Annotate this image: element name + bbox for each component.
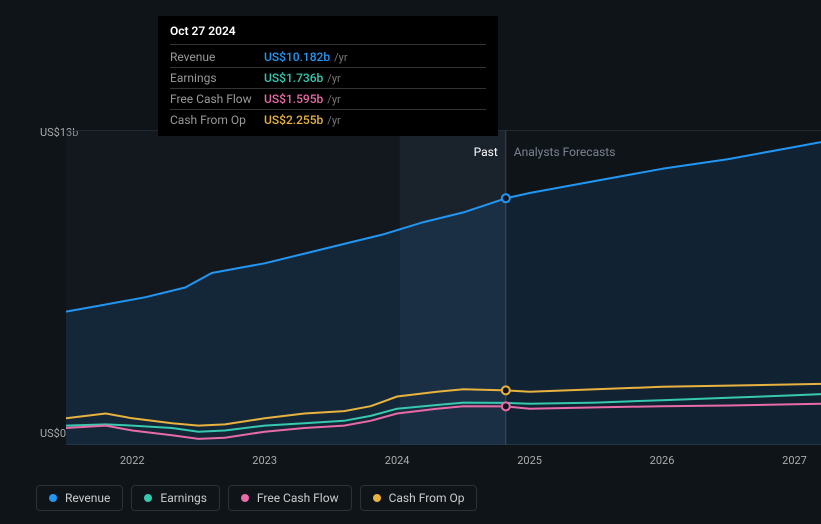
- tooltip-row-suffix: /yr: [334, 51, 347, 64]
- x-axis-year-label: 2027: [782, 454, 807, 467]
- hover-tooltip: Oct 27 2024 RevenueUS$10.182b/yrEarnings…: [158, 16, 498, 136]
- legend-item[interactable]: Revenue: [36, 485, 123, 511]
- tooltip-row-suffix: /yr: [327, 114, 340, 127]
- legend-dot-icon: [144, 494, 152, 502]
- legend-dot-icon: [49, 494, 57, 502]
- chart-container: Oct 27 2024 RevenueUS$10.182b/yrEarnings…: [18, 0, 821, 524]
- legend: Revenue Earnings Free Cash Flow Cash From O…: [36, 485, 477, 511]
- tooltip-date: Oct 27 2024: [170, 24, 486, 45]
- x-axis-year-label: 2024: [385, 454, 410, 467]
- tooltip-row-value: US$1.736b: [264, 71, 323, 85]
- tooltip-row-label: Earnings: [170, 71, 264, 85]
- legend-item[interactable]: Earnings: [131, 485, 220, 511]
- tooltip-row-suffix: /yr: [327, 72, 340, 85]
- tooltip-row: RevenueUS$10.182b/yr: [170, 47, 486, 68]
- tooltip-row: Cash From OpUS$2.255b/yr: [170, 110, 486, 130]
- x-axis-year-label: 2023: [252, 454, 277, 467]
- y-axis-min-label: US$0: [40, 427, 66, 440]
- legend-item-label: Earnings: [160, 491, 207, 505]
- svg-text:Analysts Forecasts: Analysts Forecasts: [514, 145, 616, 159]
- legend-dot-icon: [241, 494, 249, 502]
- tooltip-row-label: Cash From Op: [170, 113, 264, 127]
- tooltip-row-value: US$10.182b: [264, 50, 330, 64]
- tooltip-row-label: Free Cash Flow: [170, 92, 264, 106]
- tooltip-row-value: US$2.255b: [264, 113, 323, 127]
- legend-item-label: Revenue: [65, 491, 110, 505]
- tooltip-row: EarningsUS$1.736b/yr: [170, 68, 486, 89]
- legend-dot-icon: [373, 494, 381, 502]
- legend-item[interactable]: Cash From Op: [360, 485, 478, 511]
- x-axis-year-label: 2025: [517, 454, 542, 467]
- chart-plot[interactable]: Past Analysts Forecasts: [66, 130, 821, 445]
- tooltip-row: Free Cash FlowUS$1.595b/yr: [170, 89, 486, 110]
- legend-item-label: Cash From Op: [389, 491, 465, 505]
- x-axis-year-label: 2026: [650, 454, 675, 467]
- svg-text:Past: Past: [474, 145, 498, 159]
- legend-item[interactable]: Free Cash Flow: [228, 485, 352, 511]
- legend-item-label: Free Cash Flow: [257, 491, 339, 505]
- tooltip-row-label: Revenue: [170, 50, 264, 64]
- x-axis-year-label: 2022: [120, 454, 145, 467]
- tooltip-row-value: US$1.595b: [264, 92, 323, 106]
- tooltip-row-suffix: /yr: [327, 93, 340, 106]
